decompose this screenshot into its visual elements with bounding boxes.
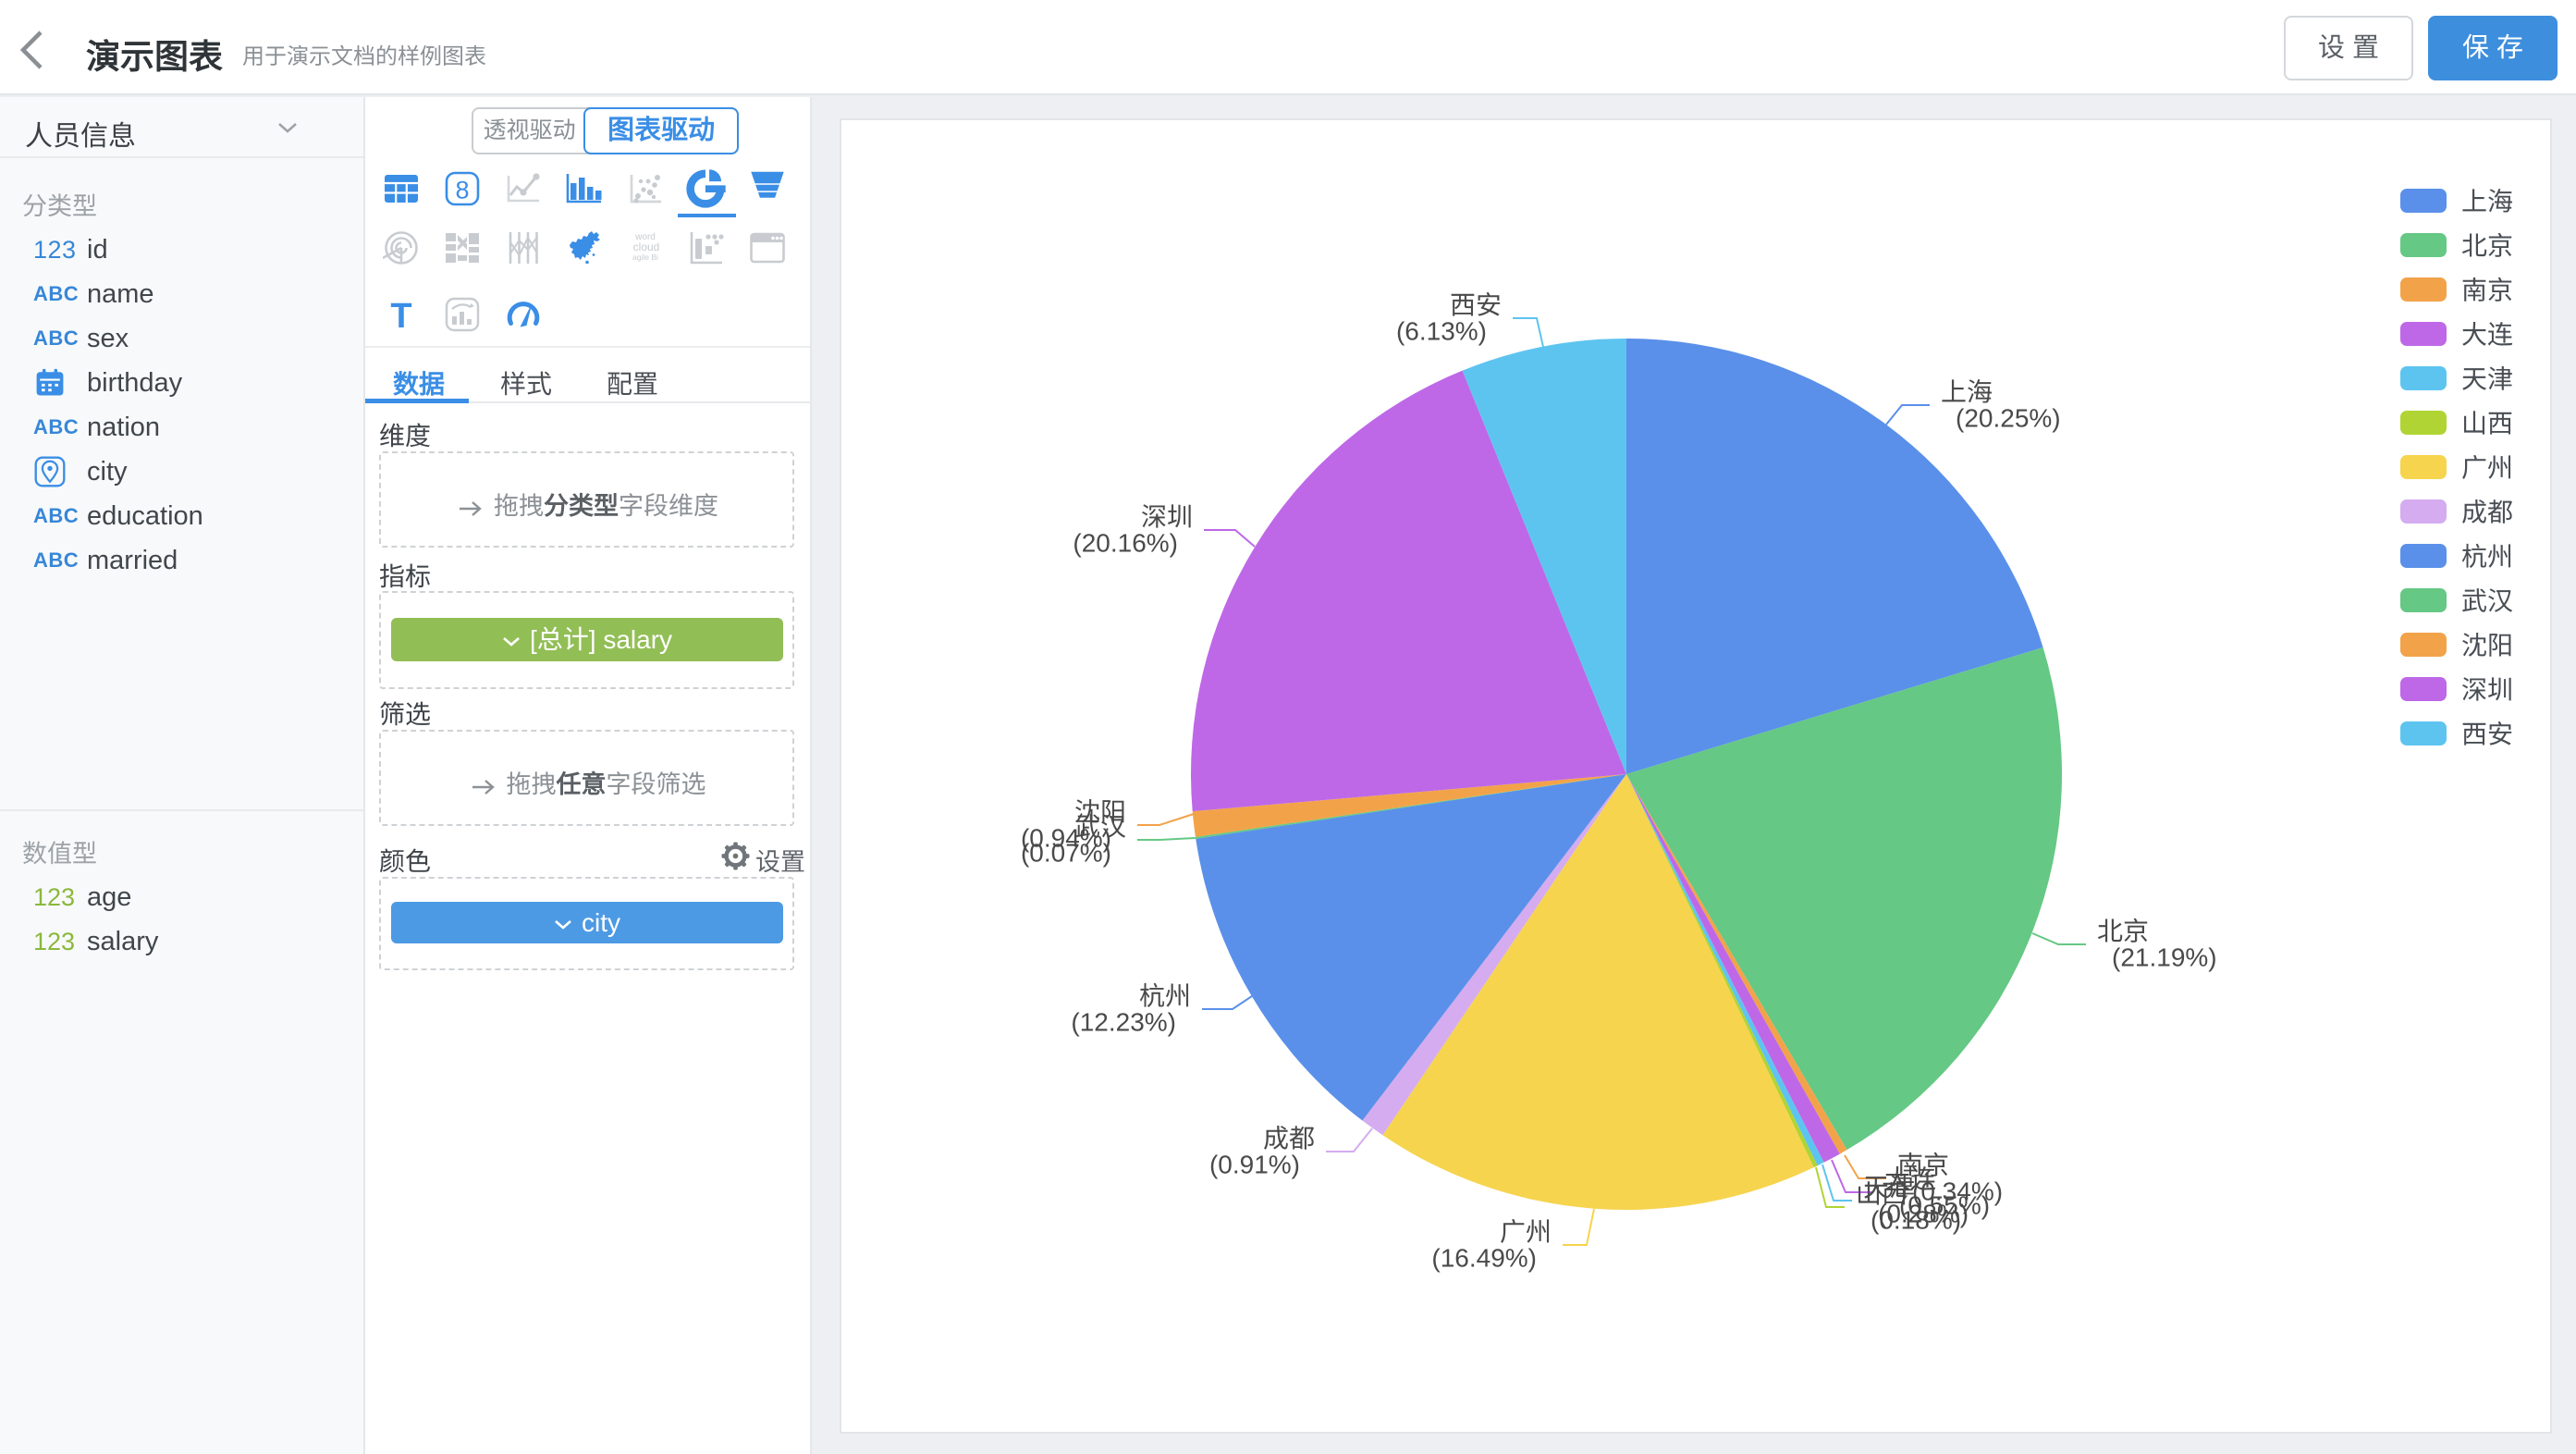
svg-text:山西: 山西 [1856,1180,1907,1209]
svg-text:(16.49%): (16.49%) [1431,1244,1537,1273]
svg-text:word: word [634,232,656,242]
svg-text:大连: 大连 [1884,1165,1936,1194]
svg-text:(0.91%): (0.91%) [1209,1151,1300,1179]
svg-text:上海: 上海 [1941,378,1993,407]
svg-text:北京: 北京 [2097,918,2149,946]
svg-text:武汉: 武汉 [1074,813,1126,842]
svg-text:杭州: 杭州 [2461,543,2513,572]
svg-text:南京: 南京 [2461,277,2513,305]
svg-text:(12.23%): (12.23%) [1071,1008,1176,1037]
svg-text:沈阳: 沈阳 [1074,798,1126,827]
svg-text:(20.16%): (20.16%) [1073,529,1178,558]
svg-text:(0.55%): (0.55%) [1899,1191,1990,1220]
svg-text:cloud: cloud [633,240,660,253]
svg-text:成都: 成都 [1263,1125,1315,1153]
svg-text:(0.94%): (0.94%) [1021,824,1111,853]
svg-text:(0.28%): (0.28%) [1878,1200,1969,1228]
svg-text:深圳: 深圳 [2461,676,2513,705]
svg-text:北京: 北京 [2461,232,2513,261]
svg-text:西安: 西安 [1450,291,1502,320]
svg-text:T: T [390,297,411,333]
svg-text:(20.25%): (20.25%) [1956,404,2061,433]
svg-text:广州: 广州 [1500,1218,1552,1247]
svg-text:天津: 天津 [1863,1174,1915,1202]
svg-text:8: 8 [455,177,469,204]
svg-text:山西: 山西 [2461,410,2513,438]
svg-text:(0.07%): (0.07%) [1021,839,1111,868]
svg-text:杭州: 杭州 [1139,982,1191,1011]
svg-text:成都: 成都 [2461,499,2513,527]
svg-text:武汉: 武汉 [2461,587,2513,616]
svg-text:(0.34%): (0.34%) [1912,1177,2003,1206]
svg-text:(0.18%): (0.18%) [1871,1206,1961,1235]
svg-text:大连: 大连 [2461,321,2513,350]
svg-text:天津: 天津 [2461,365,2513,394]
svg-text:(21.19%): (21.19%) [2112,943,2217,972]
svg-text:(6.13%): (6.13%) [1396,317,1487,346]
svg-text:广州: 广州 [2461,454,2513,483]
svg-text:南京: 南京 [1897,1152,1949,1180]
svg-text:西安: 西安 [2461,721,2513,749]
svg-text:上海: 上海 [2461,188,2513,216]
svg-text:深圳: 深圳 [1141,503,1193,532]
svg-text:agile Bi: agile Bi [632,253,658,262]
svg-text:沈阳: 沈阳 [2461,632,2513,660]
